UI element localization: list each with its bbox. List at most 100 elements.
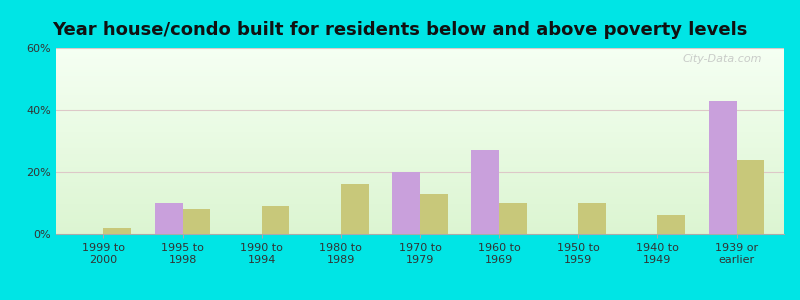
Bar xyxy=(56,137,784,139)
Bar xyxy=(56,59,784,61)
Bar xyxy=(56,104,784,106)
Bar xyxy=(56,147,784,148)
Text: City-Data.com: City-Data.com xyxy=(682,54,762,64)
Bar xyxy=(56,214,784,215)
Bar xyxy=(658,215,685,234)
Bar xyxy=(56,150,784,152)
Bar xyxy=(56,54,784,56)
Bar xyxy=(56,158,784,160)
Bar xyxy=(56,107,784,110)
Bar xyxy=(56,48,784,50)
Bar xyxy=(56,180,784,182)
Bar xyxy=(56,191,784,193)
Bar xyxy=(56,91,784,93)
Bar xyxy=(56,126,784,128)
Bar xyxy=(56,156,784,158)
Bar xyxy=(56,96,784,98)
Bar xyxy=(56,93,784,94)
Bar xyxy=(56,186,784,188)
Bar xyxy=(56,143,784,145)
Bar xyxy=(56,206,784,208)
Bar xyxy=(471,150,499,234)
Bar xyxy=(420,194,448,234)
Bar xyxy=(56,110,784,111)
Bar xyxy=(56,182,784,184)
Bar xyxy=(56,74,784,76)
Bar xyxy=(56,171,784,172)
Bar xyxy=(56,72,784,74)
Bar xyxy=(56,176,784,178)
Bar xyxy=(56,83,784,85)
Bar xyxy=(56,217,784,219)
Bar xyxy=(56,56,784,57)
Bar xyxy=(56,165,784,167)
Bar xyxy=(56,132,784,134)
Bar xyxy=(56,130,784,132)
Bar xyxy=(56,106,784,107)
Bar xyxy=(56,161,784,163)
Bar xyxy=(56,139,784,141)
Bar xyxy=(56,141,784,143)
Bar xyxy=(56,195,784,197)
Bar xyxy=(56,134,784,135)
Bar xyxy=(56,163,784,165)
Bar xyxy=(56,167,784,169)
Bar xyxy=(56,169,784,171)
Bar xyxy=(56,221,784,223)
Bar xyxy=(56,204,784,206)
Bar xyxy=(56,65,784,67)
Bar xyxy=(56,223,784,225)
Bar xyxy=(56,78,784,80)
Bar xyxy=(56,210,784,212)
Bar xyxy=(56,122,784,124)
Bar xyxy=(56,202,784,204)
Bar xyxy=(56,226,784,228)
Bar xyxy=(56,113,784,115)
Text: Year house/condo built for residents below and above poverty levels: Year house/condo built for residents bel… xyxy=(52,21,748,39)
Bar xyxy=(56,119,784,121)
Bar xyxy=(56,111,784,113)
Bar xyxy=(103,228,131,234)
Bar xyxy=(56,89,784,91)
Bar xyxy=(56,94,784,96)
Bar xyxy=(709,101,737,234)
Bar xyxy=(56,199,784,200)
Bar xyxy=(56,160,784,161)
Bar xyxy=(56,50,784,52)
Bar xyxy=(56,178,784,180)
Bar xyxy=(56,145,784,147)
Bar xyxy=(56,121,784,122)
Bar xyxy=(56,100,784,102)
Bar xyxy=(262,206,290,234)
Bar xyxy=(56,184,784,186)
Bar xyxy=(56,63,784,65)
Bar xyxy=(56,117,784,119)
Bar xyxy=(56,228,784,230)
Bar xyxy=(56,115,784,117)
Bar xyxy=(56,193,784,195)
Bar xyxy=(56,135,784,137)
Bar xyxy=(56,128,784,130)
Bar xyxy=(56,124,784,126)
Bar xyxy=(56,189,784,191)
Bar xyxy=(56,152,784,154)
Bar xyxy=(56,219,784,221)
Bar xyxy=(56,85,784,87)
Bar xyxy=(392,172,420,234)
Bar xyxy=(155,203,182,234)
Bar xyxy=(56,215,784,217)
Bar xyxy=(578,203,606,234)
Bar xyxy=(56,188,784,189)
Bar xyxy=(56,230,784,232)
Bar xyxy=(56,208,784,210)
Bar xyxy=(56,61,784,63)
Bar xyxy=(56,80,784,82)
Bar xyxy=(499,203,527,234)
Bar xyxy=(56,175,784,176)
Bar xyxy=(182,209,210,234)
Bar xyxy=(341,184,369,234)
Bar xyxy=(56,154,784,156)
Bar xyxy=(56,70,784,72)
Bar xyxy=(56,232,784,234)
Bar xyxy=(56,200,784,202)
